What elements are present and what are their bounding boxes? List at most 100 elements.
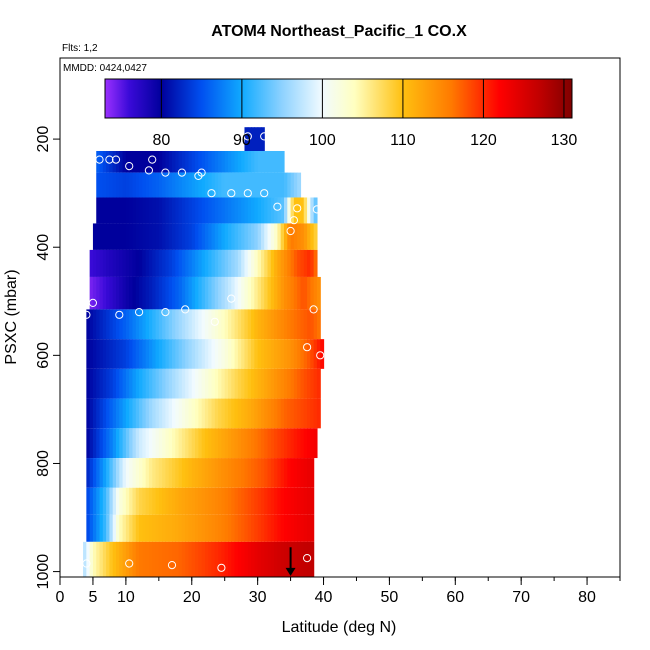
heatmap-band xyxy=(83,541,315,577)
heatmap-cell xyxy=(139,487,143,515)
observation-point xyxy=(161,308,170,317)
heatmap-cell xyxy=(112,197,117,224)
heatmap-cell xyxy=(96,487,101,515)
heatmap-cell xyxy=(303,249,308,277)
heatmap-cell xyxy=(257,172,262,198)
heatmap-cell xyxy=(244,428,249,459)
heatmap-cell xyxy=(218,458,223,488)
heatmap-cell xyxy=(142,487,147,515)
heatmap-cell xyxy=(284,276,288,310)
heatmap-cell xyxy=(122,223,127,250)
heatmap-cell xyxy=(102,398,107,429)
heatmap-cell xyxy=(280,249,285,277)
heatmap-cell xyxy=(251,150,255,173)
heatmap-cell xyxy=(178,223,183,250)
heatmap-cell xyxy=(290,276,295,310)
heatmap-cell xyxy=(201,368,206,399)
heatmap-cell xyxy=(221,428,226,459)
heatmap-cell xyxy=(89,276,94,310)
heatmap-cell xyxy=(116,150,120,173)
heatmap-cell xyxy=(195,223,199,250)
heatmap-cell xyxy=(198,150,203,173)
heatmap-cell xyxy=(247,172,252,198)
heatmap-cell xyxy=(188,514,193,542)
heatmap-cell xyxy=(92,368,97,399)
heatmap-cell xyxy=(125,458,130,488)
heatmap-cell xyxy=(165,428,170,459)
heatmap-cell xyxy=(112,309,117,340)
heatmap-cell xyxy=(214,487,219,515)
observation-points xyxy=(82,132,325,572)
heatmap-cell xyxy=(231,276,236,310)
heatmap-cell xyxy=(116,197,120,224)
heatmap-cell xyxy=(165,368,170,399)
heatmap-cell xyxy=(135,428,140,459)
heatmap-cell xyxy=(277,458,282,488)
heatmap-cell xyxy=(267,276,272,310)
heatmap-cell xyxy=(165,172,170,198)
observation-point xyxy=(286,226,295,236)
heatmap-cell xyxy=(307,487,311,515)
heatmap-cell xyxy=(155,197,160,224)
heatmap-cell xyxy=(165,150,170,173)
heatmap-cell xyxy=(267,541,272,577)
heatmap-cell xyxy=(125,223,130,250)
heatmap-cell xyxy=(237,276,242,310)
heatmap-cell xyxy=(228,249,232,277)
heatmap-cell xyxy=(191,276,196,310)
heatmap-cell xyxy=(158,339,163,369)
heatmap-cell xyxy=(204,368,209,399)
heatmap-cell xyxy=(208,172,213,198)
heatmap-band xyxy=(86,487,315,515)
heatmap-cell xyxy=(172,249,176,277)
heatmap-cell xyxy=(277,514,282,542)
heatmap-cell xyxy=(116,223,120,250)
observation-point xyxy=(273,202,282,211)
observation-point xyxy=(227,294,236,303)
heatmap-cell xyxy=(119,398,124,429)
heatmap-cell xyxy=(257,368,262,399)
heatmap-cell xyxy=(168,487,173,515)
heatmap-cell xyxy=(218,172,223,198)
heatmap-cell xyxy=(310,487,315,515)
heatmap-cell xyxy=(195,276,199,310)
heatmap-cell xyxy=(92,398,97,429)
heatmap-cell xyxy=(300,309,305,340)
heatmap-cell xyxy=(109,458,114,488)
heatmap-cell xyxy=(148,309,153,340)
heatmap-cell xyxy=(96,428,101,459)
heatmap-cell xyxy=(89,368,94,399)
heatmap-cell xyxy=(109,514,114,542)
heatmap-cell xyxy=(116,172,120,198)
heatmap-cell xyxy=(178,339,183,369)
heatmap-cell xyxy=(204,428,209,459)
heatmap-cell xyxy=(119,309,124,340)
heatmap-cell xyxy=(96,276,101,310)
heatmap-cell xyxy=(119,514,124,542)
heatmap-cell xyxy=(129,249,134,277)
heatmap-cell xyxy=(102,249,107,277)
heatmap-cell xyxy=(228,172,232,198)
observation-point xyxy=(111,155,121,164)
observation-point xyxy=(309,305,318,314)
heatmap-cell xyxy=(287,368,292,399)
heatmap-cell xyxy=(152,223,157,250)
heatmap-cell xyxy=(96,368,101,399)
heatmap-cell xyxy=(152,150,157,173)
heatmap-cell xyxy=(185,368,190,399)
heatmap-band xyxy=(92,223,318,250)
heatmap-cell xyxy=(254,398,259,429)
heatmap-cell xyxy=(277,309,282,340)
heatmap-cell xyxy=(214,514,219,542)
heatmap-cell xyxy=(129,487,134,515)
heatmap-cell xyxy=(211,249,216,277)
heatmap-cell xyxy=(231,309,236,340)
heatmap-cell xyxy=(224,514,229,542)
heatmap-cell xyxy=(237,541,242,577)
heatmap-cell xyxy=(280,398,285,429)
heatmap-cell xyxy=(109,541,114,577)
heatmap-cell xyxy=(102,428,107,459)
heatmap-cell xyxy=(152,368,157,399)
heatmap-cell xyxy=(119,368,124,399)
heatmap-cell xyxy=(300,197,305,224)
